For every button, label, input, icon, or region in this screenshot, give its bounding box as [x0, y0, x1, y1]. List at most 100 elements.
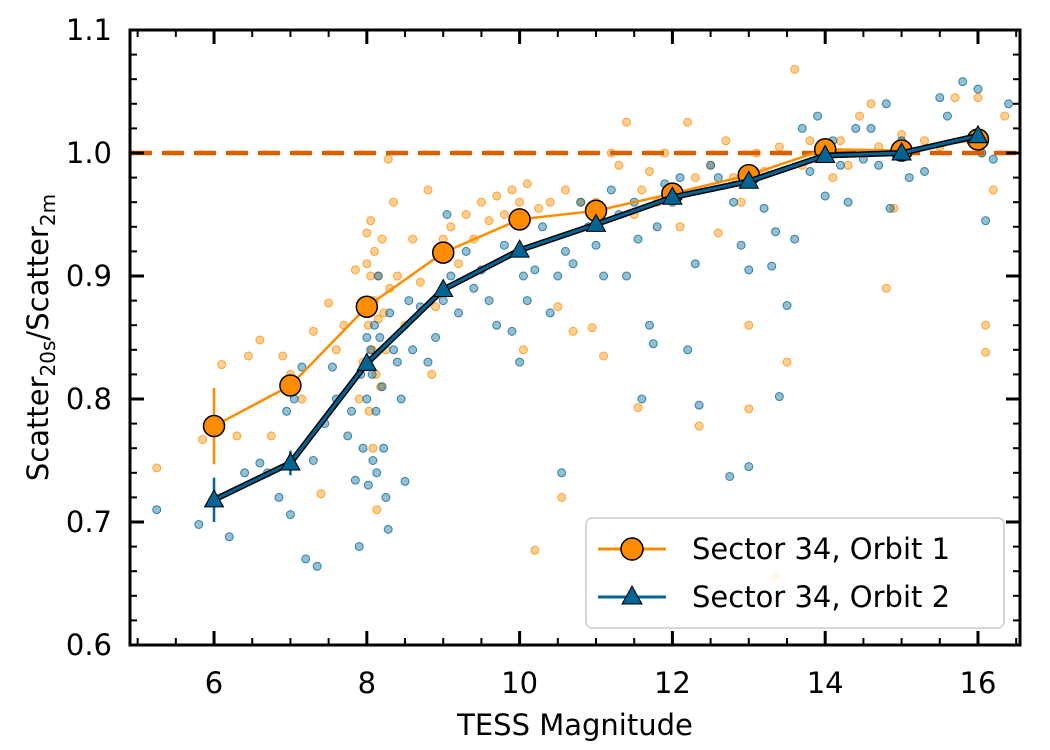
scatter-point-orbit2 [606, 185, 616, 195]
scatter-point-orbit1 [423, 185, 433, 195]
scatter-point-orbit2 [648, 339, 658, 349]
scatter-point-orbit1 [973, 93, 983, 103]
marker-orbit2 [891, 141, 912, 161]
scatter-point-orbit2 [375, 333, 385, 342]
scatter-point-orbit1 [835, 136, 845, 146]
scatter-point-orbit2 [904, 173, 914, 183]
plot-frame [128, 28, 1022, 647]
scatter-point-orbit1 [534, 203, 544, 213]
scatter-point-orbit1 [324, 298, 334, 308]
scatter-point-orbit1 [683, 117, 693, 127]
scatter-point-orbit2 [843, 197, 853, 207]
scatter-point-orbit2 [805, 166, 815, 176]
scatter-point-orbit1 [368, 443, 378, 453]
scatter-point-orbit2 [675, 173, 685, 183]
scatter-point-orbit1 [366, 216, 376, 226]
scatter-point-orbit2 [633, 234, 643, 244]
marker-orbit2 [662, 186, 683, 205]
scatter-point-orbit1 [266, 431, 276, 441]
scatter-point-orbit2 [706, 160, 716, 170]
scatter-point-orbit1 [232, 431, 242, 441]
marker-orbit1 [508, 208, 531, 231]
scatter-point-orbit1 [920, 136, 930, 146]
scatter-point-orbit1 [431, 302, 441, 312]
scatter-point-orbit2 [885, 203, 895, 213]
scatter-point-orbit2 [366, 345, 376, 355]
scatter-point-orbit2 [988, 154, 998, 164]
scatter-point-orbit1 [518, 345, 528, 355]
scatter-point-orbit2 [379, 443, 389, 453]
scatter-point-orbit2 [453, 308, 463, 318]
scatter-point-orbit1 [308, 326, 318, 336]
x-tick-label: 16 [960, 666, 997, 700]
scatter-point-orbit2 [400, 476, 410, 486]
scatter-point-orbit2 [518, 271, 528, 281]
scatter-point-orbit2 [729, 197, 739, 207]
x-tick-label: 14 [807, 666, 844, 700]
scatter-point-orbit1 [255, 335, 265, 345]
scatter-point-orbit1 [782, 357, 792, 367]
legend-box [585, 517, 1005, 629]
scatter-point-orbit1 [721, 136, 731, 146]
scatter-point-orbit2 [492, 320, 502, 330]
scatter-point-orbit1 [855, 111, 865, 121]
scatter-point-orbit2 [392, 357, 402, 367]
x-tick-label: 8 [358, 666, 376, 700]
scatter-point-orbit2 [690, 259, 700, 269]
scatter-point-orbit2 [736, 240, 746, 250]
scatter-point-orbit1 [637, 185, 647, 195]
scatter-point-orbit2 [576, 197, 586, 207]
y-tick-label: 0.7 [66, 505, 112, 539]
scatter-point-orbit1 [950, 93, 960, 103]
scatter-point-orbit1 [461, 210, 471, 219]
scatter-point-orbit1 [389, 197, 399, 207]
scatter-point-orbit2 [767, 261, 777, 271]
scatter-point-orbit1 [372, 505, 382, 515]
scatter-point-orbit1 [369, 246, 379, 256]
scatter-point-orbit2 [312, 561, 322, 571]
scatter-point-orbit2 [935, 93, 945, 103]
scatter-point-orbit2 [981, 216, 991, 226]
scatter-point-orbit1 [476, 197, 486, 207]
scatter-point-orbit2 [920, 166, 930, 176]
x-axis-label: TESS Magnitude [456, 708, 693, 742]
scatter-point-orbit1 [774, 142, 784, 152]
scatter-point-orbit2 [820, 191, 830, 201]
y-tick-label: 0.8 [66, 382, 112, 416]
y-label-sub-1: 20s [36, 341, 60, 377]
scatter-point-orbit2 [469, 283, 479, 293]
scatter-point-orbit1 [383, 154, 393, 164]
scatter-point-orbit1 [364, 406, 374, 416]
scatter-point-orbit2 [557, 468, 567, 478]
marker-orbit1 [279, 374, 302, 397]
scatter-point-orbit1 [614, 160, 624, 170]
scatter-point-orbit1 [866, 99, 876, 109]
y-axis-label: Scatter20s/Scatter2m [21, 194, 60, 481]
scatter-point-orbit2 [423, 357, 433, 367]
scatter-point-orbit1 [633, 403, 643, 413]
scatter-point-orbit2 [866, 123, 876, 133]
scatter-point-orbit2 [350, 475, 360, 485]
scatter-point-orbit1 [1000, 111, 1010, 121]
marker-orbit2 [280, 451, 301, 471]
scatter-point-orbit2 [851, 123, 861, 133]
scatter-point-orbit2 [771, 227, 781, 237]
scatter-point-orbit2 [224, 532, 234, 542]
scatter-point-orbit1 [744, 320, 754, 330]
scatter-point-orbit2 [389, 345, 399, 355]
scatter-point-orbit1 [805, 136, 815, 146]
scatter-point-orbit1 [297, 394, 307, 404]
scatter-point-orbit2 [396, 394, 406, 404]
scatter-point-orbit2 [354, 542, 364, 552]
marker-orbit2 [585, 213, 607, 232]
scatter-point-orbit2 [484, 296, 494, 306]
y-label-separator: / [21, 331, 55, 341]
scatter-point-orbit1 [713, 228, 723, 238]
binned-series [202, 124, 990, 522]
scatter-point-orbit2 [744, 265, 754, 275]
scatter-point-orbit1 [354, 394, 364, 404]
scatter-point-orbit2 [282, 406, 292, 416]
scatter-point-orbit1 [981, 347, 991, 357]
x-tick-label: 12 [654, 666, 691, 700]
scatter-point-orbit1 [522, 179, 532, 189]
